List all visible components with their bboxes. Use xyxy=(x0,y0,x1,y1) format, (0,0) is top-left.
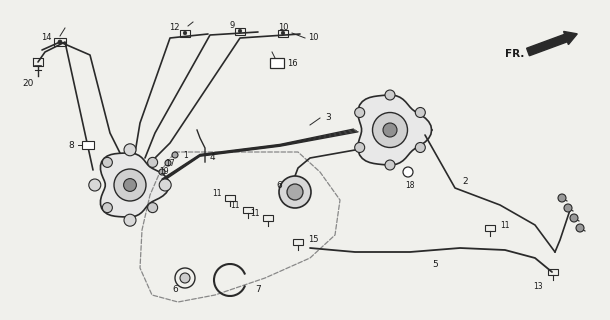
Circle shape xyxy=(564,204,572,212)
Bar xyxy=(82,141,94,149)
Circle shape xyxy=(183,31,187,35)
Text: 3: 3 xyxy=(325,113,331,122)
Text: 12: 12 xyxy=(170,22,180,31)
Circle shape xyxy=(279,176,311,208)
Circle shape xyxy=(159,169,165,175)
Circle shape xyxy=(287,184,303,200)
Text: 7: 7 xyxy=(255,285,260,294)
Circle shape xyxy=(124,179,137,191)
Text: 18: 18 xyxy=(405,181,415,190)
Circle shape xyxy=(576,224,584,232)
Circle shape xyxy=(114,169,146,201)
Text: 9: 9 xyxy=(230,20,235,29)
Circle shape xyxy=(239,29,242,33)
Text: 13: 13 xyxy=(533,282,543,291)
Text: 19: 19 xyxy=(159,167,168,177)
Circle shape xyxy=(124,214,136,226)
Bar xyxy=(263,215,273,221)
Polygon shape xyxy=(358,95,432,165)
Text: 6: 6 xyxy=(172,285,178,294)
Circle shape xyxy=(89,179,101,191)
Circle shape xyxy=(354,142,365,153)
Text: 1: 1 xyxy=(183,150,188,159)
Circle shape xyxy=(403,167,413,177)
Bar xyxy=(180,29,190,36)
Bar xyxy=(485,225,495,231)
Text: 20: 20 xyxy=(23,78,34,87)
Circle shape xyxy=(172,152,178,158)
FancyArrow shape xyxy=(526,31,577,56)
Circle shape xyxy=(165,160,171,166)
Text: 6: 6 xyxy=(276,180,282,189)
Circle shape xyxy=(415,142,425,153)
Circle shape xyxy=(373,113,407,148)
Circle shape xyxy=(159,179,171,191)
Text: 8: 8 xyxy=(68,140,74,149)
Circle shape xyxy=(58,40,62,44)
Bar xyxy=(270,58,284,68)
Text: FR.: FR. xyxy=(504,49,524,59)
Bar xyxy=(548,269,558,275)
Bar xyxy=(235,28,245,35)
Text: 16: 16 xyxy=(287,59,298,68)
Text: 11: 11 xyxy=(500,221,509,230)
Polygon shape xyxy=(101,153,170,217)
Bar xyxy=(278,29,288,36)
Circle shape xyxy=(281,31,285,35)
Circle shape xyxy=(102,203,112,212)
Text: 17: 17 xyxy=(165,158,174,167)
Text: 11: 11 xyxy=(231,201,240,210)
Text: 4: 4 xyxy=(210,154,215,163)
Text: 11: 11 xyxy=(251,209,260,218)
Bar xyxy=(293,239,303,245)
Circle shape xyxy=(148,203,157,212)
Text: 5: 5 xyxy=(432,260,438,269)
Circle shape xyxy=(124,144,136,156)
Bar xyxy=(54,38,66,46)
Circle shape xyxy=(180,273,190,283)
Circle shape xyxy=(354,108,365,117)
Circle shape xyxy=(385,160,395,170)
Circle shape xyxy=(385,90,395,100)
Text: 10: 10 xyxy=(308,33,318,42)
Circle shape xyxy=(383,123,397,137)
Circle shape xyxy=(415,108,425,117)
Text: 15: 15 xyxy=(308,236,318,244)
Bar xyxy=(225,195,235,201)
Circle shape xyxy=(102,157,112,167)
Text: 2: 2 xyxy=(462,178,468,187)
Circle shape xyxy=(148,157,157,167)
Bar xyxy=(243,207,253,213)
Circle shape xyxy=(558,194,566,202)
Text: 11: 11 xyxy=(212,188,222,197)
Text: 10: 10 xyxy=(278,22,289,31)
Text: 14: 14 xyxy=(41,33,52,42)
Circle shape xyxy=(570,214,578,222)
